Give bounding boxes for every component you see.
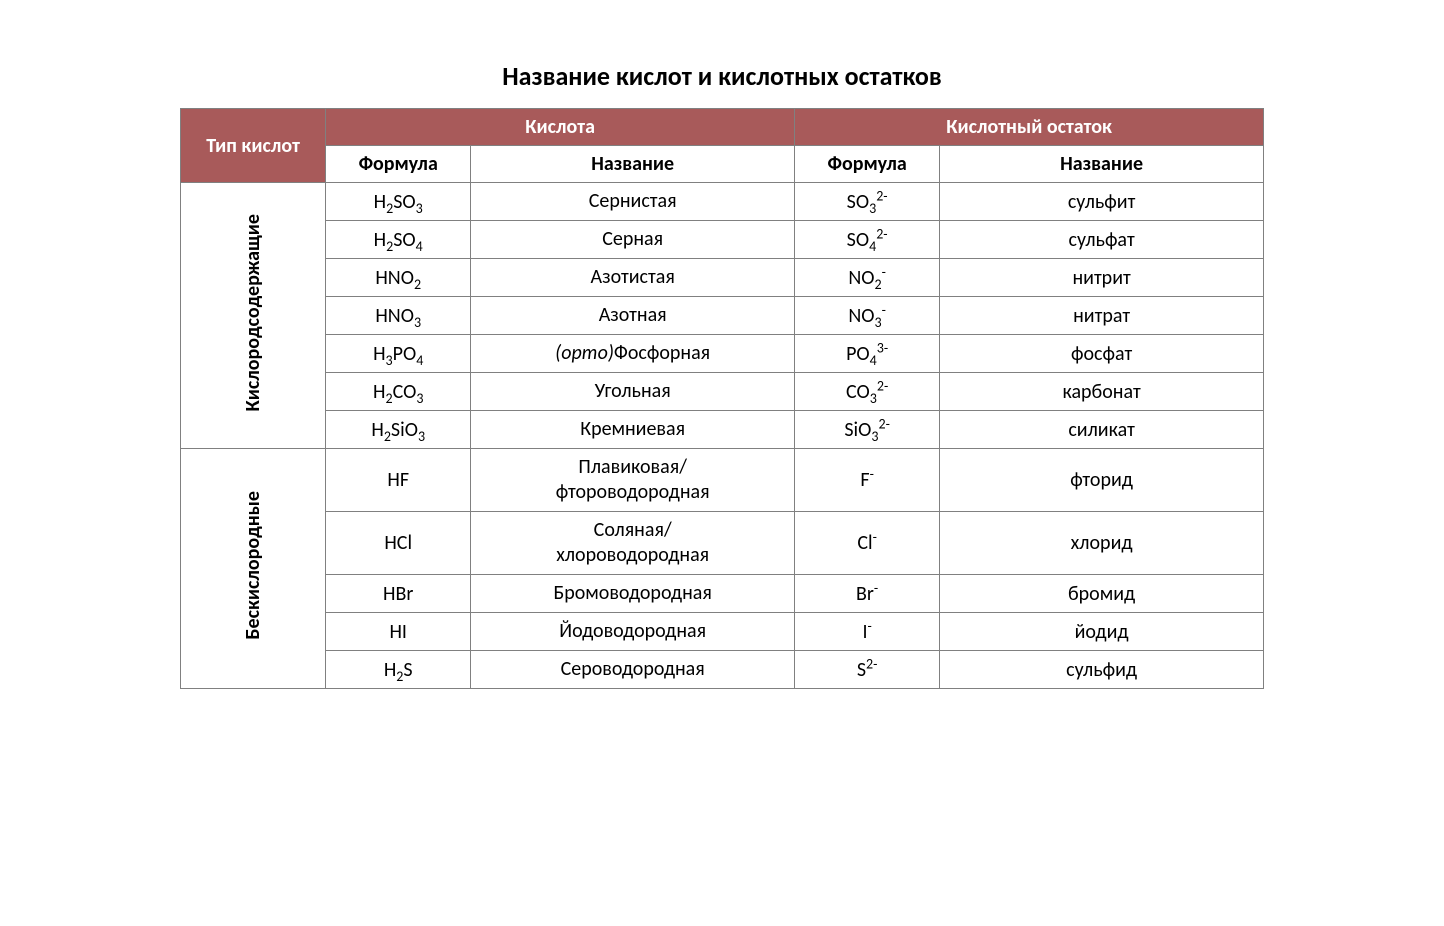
header-acid-name: Название [471, 146, 795, 183]
table-row: КислородсодержащиеH2SO3СернистаяSO32-сул… [181, 183, 1264, 221]
acid-formula: H2SO3 [326, 183, 471, 221]
residue-formula: PO43- [795, 335, 940, 373]
residue-name: йодид [940, 613, 1264, 651]
acid-formula: HCl [326, 512, 471, 575]
residue-formula: I- [795, 613, 940, 651]
acid-type-cell: Кислородсодержащие [181, 183, 326, 449]
table-row: H2CO3УгольнаяCO32-карбонат [181, 373, 1264, 411]
residue-formula: Cl- [795, 512, 940, 575]
header-residue-name: Название [940, 146, 1264, 183]
residue-name: бромид [940, 575, 1264, 613]
table-row: HNO2АзотистаяNO2-нитрит [181, 259, 1264, 297]
acid-type-label: Бескислородные [241, 491, 265, 640]
residue-formula: SO32- [795, 183, 940, 221]
acid-formula: HF [326, 449, 471, 512]
table-head: Тип кислот Кислота Кислотный остаток Фор… [181, 109, 1264, 183]
acid-name: Угольная [471, 373, 795, 411]
page-title: Название кислот и кислотных остатков [180, 60, 1264, 92]
acid-type-label: Кислородсодержащие [241, 214, 265, 412]
acid-formula: HBr [326, 575, 471, 613]
residue-name: сульфит [940, 183, 1264, 221]
header-acid-formula: Формула [326, 146, 471, 183]
residue-name: фторид [940, 449, 1264, 512]
acid-formula: HNO3 [326, 297, 471, 335]
table-row: HBrБромоводороднаяBr-бромид [181, 575, 1264, 613]
acid-name: Йодоводородная [471, 613, 795, 651]
header-residue: Кислотный остаток [795, 109, 1264, 146]
header-acid: Кислота [326, 109, 795, 146]
table-row: H2SiO3КремниеваяSiO32-силикат [181, 411, 1264, 449]
acid-name: Кремниевая [471, 411, 795, 449]
residue-name: силикат [940, 411, 1264, 449]
residue-name: сульфат [940, 221, 1264, 259]
residue-formula: S2- [795, 651, 940, 689]
acid-name: Соляная/хлороводородная [471, 512, 795, 575]
acid-name: Азотистая [471, 259, 795, 297]
table-row: HNO3АзотнаяNO3-нитрат [181, 297, 1264, 335]
residue-formula: F- [795, 449, 940, 512]
table-row: HIЙодоводороднаяI-йодид [181, 613, 1264, 651]
table-body: КислородсодержащиеH2SO3СернистаяSO32-сул… [181, 183, 1264, 689]
table-row: БескислородныеHFПлавиковая/фтороводородн… [181, 449, 1264, 512]
residue-name: хлорид [940, 512, 1264, 575]
acid-name: Азотная [471, 297, 795, 335]
residue-name: фосфат [940, 335, 1264, 373]
acid-formula: HI [326, 613, 471, 651]
table-row: H2SO4СернаяSO42-сульфат [181, 221, 1264, 259]
residue-formula: NO3- [795, 297, 940, 335]
residue-formula: Br- [795, 575, 940, 613]
acid-formula: H2SO4 [326, 221, 471, 259]
residue-formula: SiO32- [795, 411, 940, 449]
table-row: H2SСероводороднаяS2-сульфид [181, 651, 1264, 689]
header-type: Тип кислот [181, 109, 326, 183]
acid-formula: H2SiO3 [326, 411, 471, 449]
acid-name: Сероводородная [471, 651, 795, 689]
acid-formula: H3PO4 [326, 335, 471, 373]
table-row: H3PO4(орто)ФосфорнаяPO43-фосфат [181, 335, 1264, 373]
residue-formula: CO32- [795, 373, 940, 411]
acid-formula: H2S [326, 651, 471, 689]
acid-type-cell: Бескислородные [181, 449, 326, 689]
acids-table: Тип кислот Кислота Кислотный остаток Фор… [180, 108, 1264, 689]
acid-name: Плавиковая/фтороводородная [471, 449, 795, 512]
acid-name: Серная [471, 221, 795, 259]
residue-name: карбонат [940, 373, 1264, 411]
acid-formula: H2CO3 [326, 373, 471, 411]
acid-name: Бромоводородная [471, 575, 795, 613]
acid-name: Сернистая [471, 183, 795, 221]
acid-formula: HNO2 [326, 259, 471, 297]
header-residue-formula: Формула [795, 146, 940, 183]
residue-name: нитрит [940, 259, 1264, 297]
residue-formula: SO42- [795, 221, 940, 259]
residue-name: сульфид [940, 651, 1264, 689]
residue-formula: NO2- [795, 259, 940, 297]
acid-name: (орто)Фосфорная [471, 335, 795, 373]
residue-name: нитрат [940, 297, 1264, 335]
table-row: HClСоляная/хлороводороднаяCl-хлорид [181, 512, 1264, 575]
